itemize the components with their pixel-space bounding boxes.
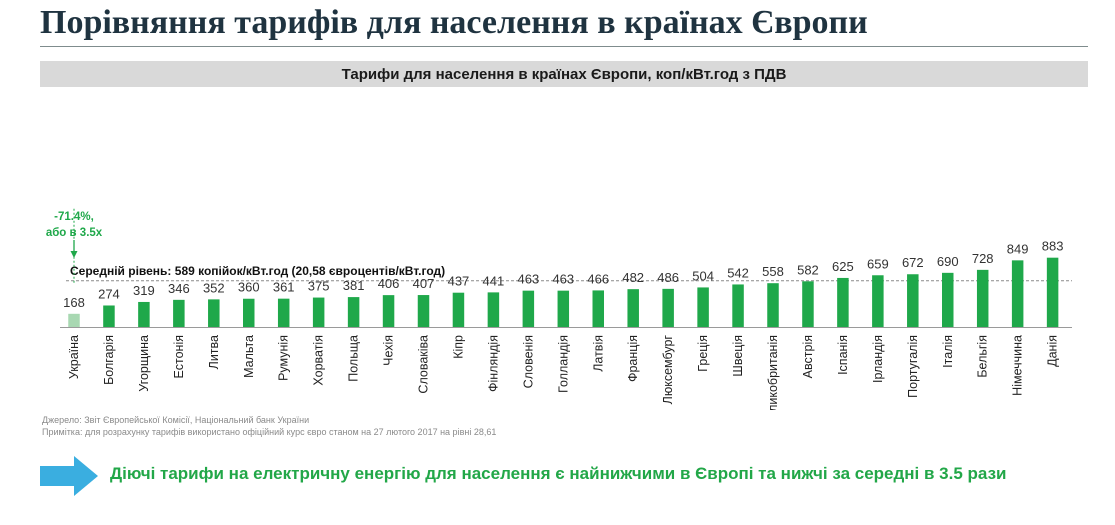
right-arrow-shape (40, 456, 98, 496)
data-label: 463 (517, 272, 539, 287)
data-label: 441 (483, 273, 505, 288)
category-label: Голландія (556, 335, 570, 393)
data-label: 463 (552, 272, 574, 287)
category-label: Кіпр (451, 335, 465, 359)
data-label: 625 (832, 259, 854, 274)
data-label: 690 (937, 254, 959, 269)
data-label: 482 (622, 270, 644, 285)
bar (802, 281, 814, 327)
category-label: Румунія (277, 335, 291, 381)
source-line: Джерело: Звіт Європейської Комісії, Наці… (42, 415, 310, 425)
bar (767, 283, 779, 327)
data-label: 504 (692, 268, 714, 283)
category-label: Люксембург (661, 335, 675, 405)
category-label: Швеція (731, 335, 745, 377)
bar (522, 290, 535, 327)
category-label: Болгарія (102, 335, 116, 385)
data-label: 274 (98, 286, 120, 301)
category-label: Мальта (242, 335, 256, 378)
category-label: Естонія (172, 335, 186, 378)
bar (837, 277, 849, 327)
bar (976, 269, 989, 327)
bar (103, 305, 115, 327)
page-title: Порівняння тарифів для населення в країн… (40, 4, 868, 41)
category-label: Італія (941, 335, 955, 368)
bar (662, 288, 674, 327)
data-label: 346 (168, 281, 190, 296)
data-label: 542 (727, 265, 749, 280)
bar (347, 297, 360, 327)
note-line: Примітка: для розрахунку тарифів викорис… (42, 427, 497, 437)
bar (312, 297, 325, 327)
data-label: 375 (308, 279, 330, 294)
category-label: Німеччина (1011, 335, 1025, 396)
category-label: Іспанія (836, 335, 850, 375)
bar (243, 298, 255, 327)
data-label: 849 (1007, 241, 1029, 256)
bar (557, 290, 570, 327)
category-label: Словаківа (417, 335, 431, 394)
category-label: Данія (1046, 335, 1060, 367)
category-label: Португалія (906, 335, 920, 398)
bar (697, 287, 709, 327)
category-label: Австрія (801, 335, 815, 378)
category-label: Греція (696, 335, 710, 372)
data-label: 360 (238, 280, 260, 295)
conclusion-text: Діючі тарифи на електричну енергію для н… (110, 464, 1007, 483)
data-label: 168 (63, 295, 85, 310)
data-label: 659 (867, 256, 889, 271)
data-label: 728 (972, 251, 994, 266)
bar (942, 272, 954, 327)
category-label: Ірландія (871, 335, 885, 383)
chart-heading: Тарифи для населення в країнах Європи, к… (40, 61, 1088, 87)
category-label: Фінляндія (486, 335, 500, 392)
category-label: Україна (67, 335, 81, 379)
bar (907, 274, 919, 327)
bar (592, 290, 604, 327)
category-label: Словенія (521, 335, 535, 388)
data-label: 486 (657, 270, 679, 285)
bar (1011, 260, 1024, 327)
category-label: Хорватія (312, 335, 326, 386)
bar (732, 284, 744, 327)
data-label: 672 (902, 255, 924, 270)
data-label: 319 (133, 283, 155, 298)
bar (277, 298, 290, 327)
source-notes: Джерело: Звіт Європейської Комісії, Наці… (42, 414, 496, 438)
bar (68, 313, 80, 327)
category-label: Чехія (382, 335, 396, 366)
average-label: Середній рівень: 589 копійок/кВт.год (20… (70, 264, 445, 278)
bar (173, 299, 185, 327)
data-label: 381 (343, 278, 365, 293)
data-label: 407 (413, 276, 435, 291)
bar (1046, 257, 1059, 327)
category-label: Литва (207, 335, 221, 369)
category-label: Латвія (591, 335, 605, 372)
data-label: 352 (203, 280, 225, 295)
bar (452, 292, 465, 327)
bar (208, 299, 220, 327)
data-label: 406 (378, 276, 400, 291)
bar (627, 289, 639, 327)
tariff-bar-chart: Середній рівень: 589 копійок/кВт.год (20… (46, 207, 1072, 410)
data-label: 582 (797, 262, 819, 277)
data-label: 883 (1042, 239, 1064, 254)
title-divider (40, 46, 1088, 47)
data-label: 361 (273, 280, 295, 295)
bar (138, 301, 150, 327)
category-label: Угорщина (137, 335, 151, 392)
category-label: Бельгія (976, 335, 990, 378)
data-label: 437 (448, 274, 470, 289)
category-label: Франція (626, 335, 640, 382)
category-label: Польща (347, 335, 361, 382)
bar (872, 275, 884, 327)
bar (487, 292, 500, 327)
bar (382, 295, 395, 327)
category-label: Великобританія (766, 335, 780, 410)
right-arrow-icon (40, 456, 98, 496)
data-label: 558 (762, 264, 784, 279)
bar (417, 295, 430, 327)
data-label: 466 (587, 271, 609, 286)
